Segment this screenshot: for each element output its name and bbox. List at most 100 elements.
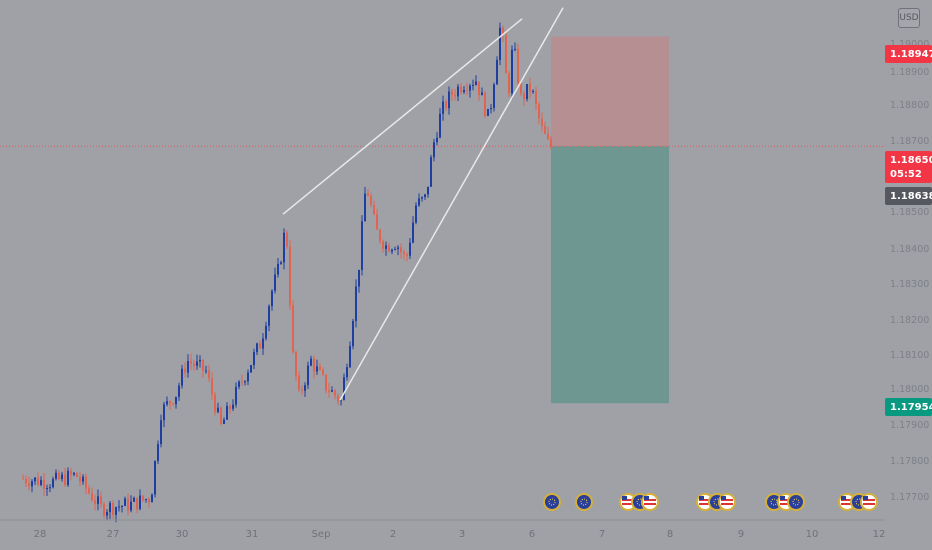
us-event-icon[interactable] <box>641 493 659 511</box>
candle-body <box>175 396 177 405</box>
candle-body <box>121 506 123 508</box>
candle-body <box>310 358 312 366</box>
candle-body <box>76 472 78 478</box>
candle-body <box>499 27 501 60</box>
candle-body <box>505 35 507 74</box>
candle-body <box>295 351 297 376</box>
candle-body <box>190 360 192 364</box>
time-tick-label: 27 <box>107 529 120 540</box>
candle-body <box>544 125 546 134</box>
time-tick-label: 31 <box>246 529 259 540</box>
candle-body <box>442 101 444 114</box>
candle-body <box>514 48 516 50</box>
candle-body <box>277 263 279 275</box>
candle-body <box>187 360 189 373</box>
candle-body <box>244 381 246 383</box>
us-event-icon[interactable] <box>860 493 878 511</box>
candle-body <box>478 81 480 96</box>
candle-body <box>349 346 351 368</box>
eu-event-icon[interactable] <box>575 493 593 511</box>
candle-body <box>85 476 87 489</box>
candle-body <box>196 361 198 366</box>
current-price-tag-text: 05:52 <box>890 169 922 180</box>
price-tick-label: 1.18100 <box>890 350 929 361</box>
previous-close-tag[interactable]: 1.18638 <box>885 187 932 205</box>
candle-body <box>307 365 309 386</box>
current-price-tag[interactable]: 1.18650 05:52 <box>885 151 932 183</box>
candle-body <box>427 186 429 195</box>
candle-body <box>397 247 399 250</box>
price-tick-label: 1.17800 <box>890 456 929 467</box>
candle-body <box>406 254 408 256</box>
candle-body <box>421 197 423 199</box>
eu-event-icon[interactable] <box>543 493 561 511</box>
candle-body <box>73 472 75 475</box>
candle-body <box>193 363 195 366</box>
candle-body <box>232 404 234 409</box>
currency-button[interactable]: USD <box>898 8 920 28</box>
candle-body <box>133 497 135 502</box>
candle-body <box>496 59 498 85</box>
candle-body <box>319 366 321 370</box>
candle-body <box>265 325 267 339</box>
stop-price-tag[interactable]: 1.18947 <box>885 45 932 63</box>
candle-body <box>508 73 510 94</box>
candle-body <box>322 369 324 375</box>
candle-body <box>439 113 441 138</box>
candle-body <box>460 86 462 93</box>
wedge-upper-trendline[interactable] <box>282 18 523 215</box>
candle-body <box>127 498 129 511</box>
candle-body <box>283 232 285 263</box>
candlestick-series <box>22 22 552 523</box>
candle-body <box>142 495 144 501</box>
time-tick-label: 12 <box>873 529 886 540</box>
candle-body <box>124 498 126 507</box>
candle-body <box>385 245 387 249</box>
candle-body <box>487 108 489 116</box>
price-axis[interactable]: 1.19000 1.18900 1.18800 1.18700 1.18500 1.184… <box>890 39 929 503</box>
candle-body <box>217 407 219 413</box>
candle-body <box>220 407 222 424</box>
candle-body <box>469 85 471 91</box>
candle-body <box>364 193 366 222</box>
candle-body <box>202 359 204 371</box>
candle-body <box>214 394 216 413</box>
candle-body <box>52 478 54 488</box>
candle-body <box>247 372 249 382</box>
eu-event-icon[interactable] <box>787 493 805 511</box>
candle-body <box>46 488 48 490</box>
candle-body <box>145 499 147 501</box>
candle-body <box>115 507 117 515</box>
candle-body <box>37 477 39 485</box>
wedge-lower-trendline[interactable] <box>339 7 564 401</box>
candle-body <box>352 321 354 347</box>
candle-body <box>94 500 96 504</box>
candle-body <box>379 229 381 242</box>
take-profit-zone[interactable] <box>551 146 669 404</box>
candle-body <box>334 390 336 396</box>
us-event-icon[interactable] <box>718 493 736 511</box>
candle-body <box>106 512 108 516</box>
candle-body <box>139 495 141 510</box>
candle-body <box>301 389 303 391</box>
candle-body <box>262 338 264 349</box>
time-tick-label: 9 <box>738 529 744 540</box>
candle-body <box>412 222 414 243</box>
stop-loss-zone[interactable] <box>551 36 669 147</box>
time-tick-label: 30 <box>176 529 189 540</box>
time-axis[interactable]: 28 27 30 31 Sep 2 3 6 7 8 9 10 12 <box>0 519 886 540</box>
candle-body <box>550 139 552 147</box>
candle-body <box>304 385 306 391</box>
candle-body <box>112 503 114 515</box>
price-tick-label: 1.18400 <box>890 244 929 255</box>
candle-body <box>259 343 261 349</box>
candle-body <box>169 401 171 404</box>
candle-body <box>226 405 228 420</box>
target-price-tag[interactable]: 1.17954 <box>885 398 932 416</box>
candle-body <box>313 358 315 372</box>
economic-events-row[interactable] <box>543 493 878 511</box>
price-tick-label: 1.18200 <box>890 315 929 326</box>
candle-body <box>331 390 333 392</box>
